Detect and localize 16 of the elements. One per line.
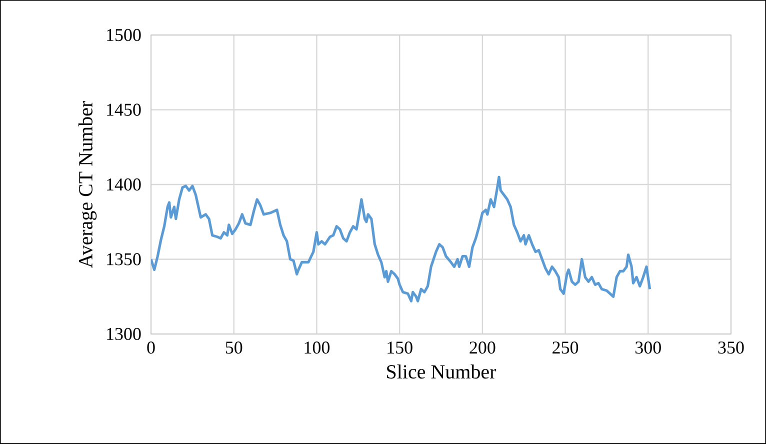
x-tick-label: 200: [470, 342, 496, 354]
y-tick-label: 1350: [107, 253, 141, 266]
y-axis-title: Average CT Number: [78, 101, 97, 268]
x-tick-label: 150: [388, 342, 412, 354]
x-tick-label: 350: [718, 342, 744, 354]
x-tick-label: 250: [552, 342, 578, 354]
x-tick-label: 0: [147, 342, 155, 354]
x-tick-label: 50: [226, 342, 242, 354]
x-tick-label: 100: [304, 342, 330, 354]
y-tick-label: 1450: [107, 104, 141, 116]
y-tick-label: 1500: [107, 28, 141, 42]
x-axis-title: Slice Number: [387, 364, 496, 379]
y-tick-label: 1400: [107, 178, 141, 191]
line-series: [151, 176, 652, 302]
x-tick-label: 300: [636, 342, 661, 354]
y-tick-label: 1300: [107, 328, 141, 340]
